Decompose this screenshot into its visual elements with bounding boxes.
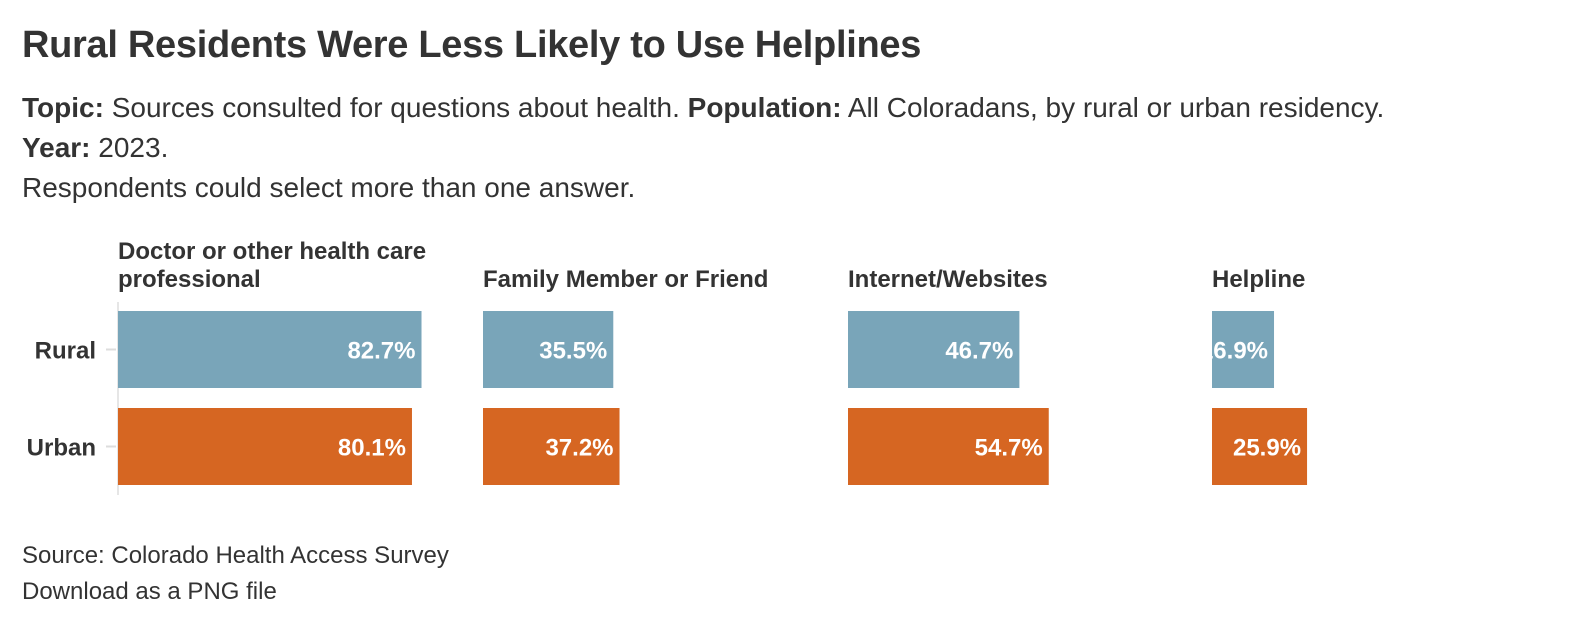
data-label: 37.2% <box>545 435 613 462</box>
bar-rural <box>483 311 614 388</box>
topic-label: Topic: <box>22 92 104 123</box>
bar-rural <box>1212 311 1275 388</box>
facet-title: Helpline <box>1212 266 1305 293</box>
chart-footer: Source: Colorado Health Access Survey Do… <box>22 538 449 610</box>
bar-rural <box>848 311 1020 388</box>
topic-text: Sources consulted for questions about he… <box>103 92 688 123</box>
data-label: 54.7% <box>975 435 1043 462</box>
subtitle-line-2: Year: 2023. <box>22 128 1582 168</box>
bar-urban <box>848 408 1049 485</box>
category-label-urban: Urban <box>27 435 96 462</box>
bar-urban <box>483 408 620 485</box>
data-label: 25.9% <box>1233 435 1301 462</box>
bar-chart: Rural Urban Doctor or other health care pro… <box>27 238 1308 495</box>
bar-urban <box>118 408 412 485</box>
chart-title: Rural Residents Were Less Likely to Use … <box>22 24 922 66</box>
data-label: 80.1% <box>338 435 406 462</box>
facet-title: Doctor or other health care professional <box>118 238 426 293</box>
bar-urban <box>1212 408 1308 485</box>
data-label: 46.7% <box>945 338 1013 365</box>
download-png-link[interactable]: Download as a PNG file <box>22 578 277 605</box>
data-label: 82.7% <box>347 338 415 365</box>
subtitle-line-1: Topic: Sources consulted for questions a… <box>22 88 1582 128</box>
population-label: Population: <box>687 92 842 123</box>
year-label: Year: <box>22 132 91 163</box>
data-label: 35.5% <box>539 338 607 365</box>
year-text: 2023. <box>90 132 169 163</box>
subtitle-note: Respondents could select more than one a… <box>22 172 636 203</box>
source-note: Source: Colorado Health Access Survey <box>22 542 449 569</box>
category-label-rural: Rural <box>35 338 96 365</box>
facet-title: Internet/Websites <box>848 266 1048 293</box>
bar-rural <box>118 311 422 388</box>
facet-title: Family Member or Friend <box>483 266 768 293</box>
data-label: 16.9% <box>1200 338 1268 365</box>
population-text: All Coloradans, by rural or urban reside… <box>841 92 1385 123</box>
chart-subtitle: Topic: Sources consulted for questions a… <box>22 88 1582 208</box>
